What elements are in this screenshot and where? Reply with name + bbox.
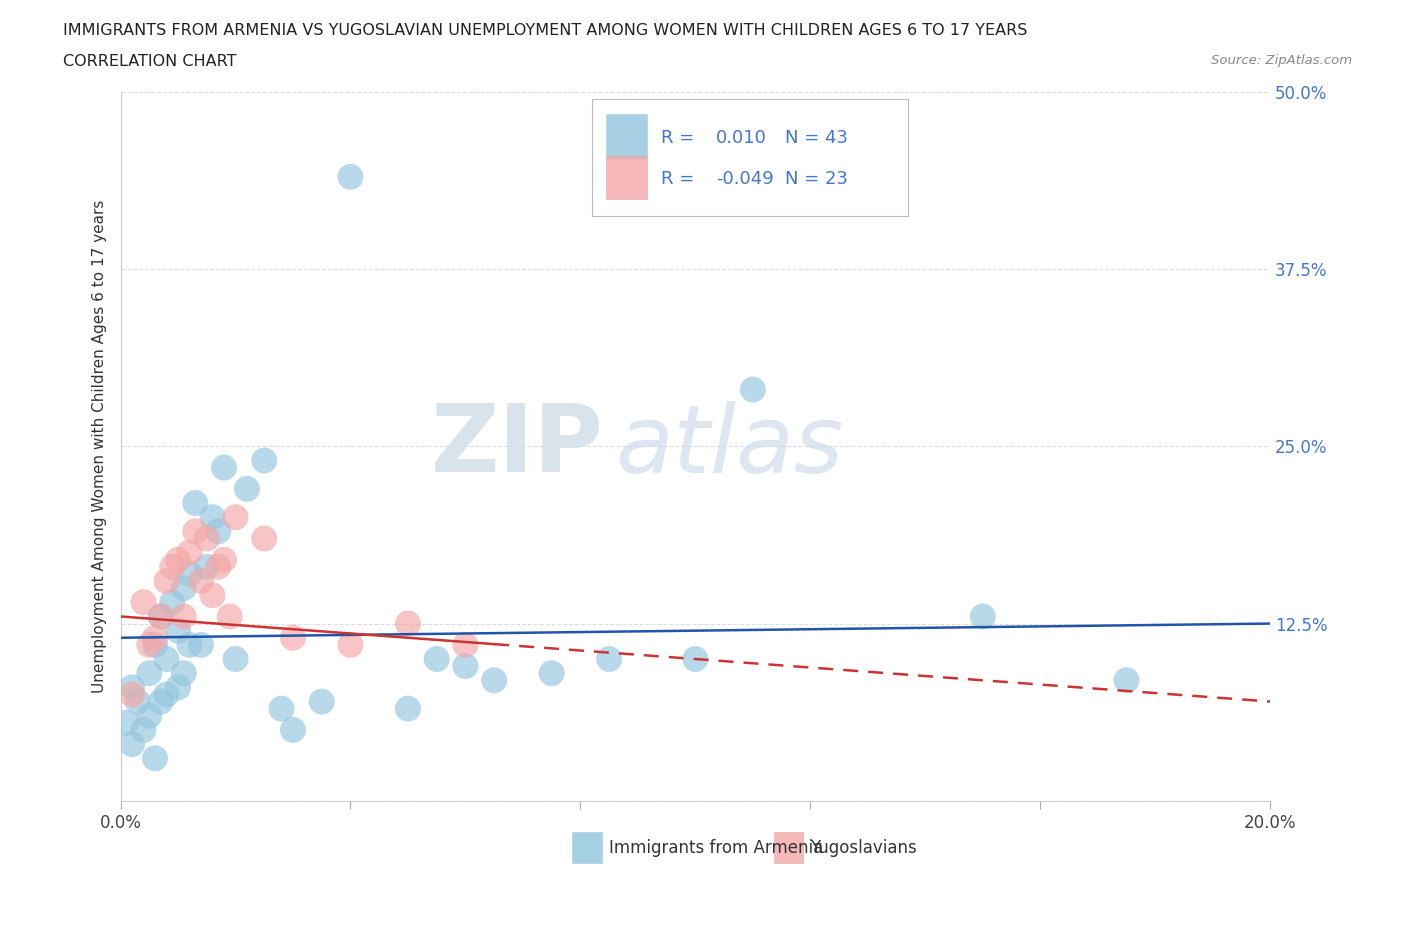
Point xyxy=(162,595,184,610)
Point xyxy=(207,524,229,538)
Text: 0.010: 0.010 xyxy=(716,129,766,147)
Point xyxy=(426,652,449,667)
Point xyxy=(685,652,707,667)
Point xyxy=(207,560,229,575)
Text: ZIP: ZIP xyxy=(430,400,603,492)
Point xyxy=(149,609,172,624)
Point xyxy=(121,687,143,702)
Text: N = 23: N = 23 xyxy=(785,170,848,188)
Point xyxy=(224,652,246,667)
Point xyxy=(155,652,177,667)
Point xyxy=(253,531,276,546)
Point xyxy=(149,694,172,709)
Text: N = 43: N = 43 xyxy=(785,129,848,147)
Text: R =: R = xyxy=(661,170,700,188)
Text: CORRELATION CHART: CORRELATION CHART xyxy=(63,54,236,69)
Text: Source: ZipAtlas.com: Source: ZipAtlas.com xyxy=(1212,54,1353,67)
Text: Yugoslavians: Yugoslavians xyxy=(810,839,917,857)
Point xyxy=(184,524,207,538)
Point xyxy=(311,694,333,709)
FancyBboxPatch shape xyxy=(592,99,908,216)
Point xyxy=(224,510,246,525)
Point xyxy=(132,595,155,610)
Point xyxy=(454,658,477,673)
FancyBboxPatch shape xyxy=(606,114,647,158)
Point xyxy=(184,496,207,511)
Point xyxy=(143,751,166,765)
Point xyxy=(138,709,160,724)
Point xyxy=(396,701,419,716)
Point xyxy=(741,382,763,397)
Point xyxy=(201,588,224,603)
Point xyxy=(179,545,201,560)
Point xyxy=(236,482,259,497)
Point xyxy=(167,552,190,567)
Point xyxy=(270,701,292,716)
Point xyxy=(972,609,994,624)
Point xyxy=(195,560,218,575)
Point xyxy=(339,637,361,652)
Point xyxy=(190,574,212,589)
Point xyxy=(173,609,195,624)
Text: R =: R = xyxy=(661,129,700,147)
Point xyxy=(482,672,505,687)
FancyBboxPatch shape xyxy=(773,832,803,863)
Point xyxy=(212,460,235,475)
Point xyxy=(143,637,166,652)
Text: IMMIGRANTS FROM ARMENIA VS YUGOSLAVIAN UNEMPLOYMENT AMONG WOMEN WITH CHILDREN AG: IMMIGRANTS FROM ARMENIA VS YUGOSLAVIAN U… xyxy=(63,23,1028,38)
Point xyxy=(253,453,276,468)
Point xyxy=(155,574,177,589)
Point xyxy=(218,609,240,624)
Point xyxy=(143,631,166,645)
Point xyxy=(138,666,160,681)
Point xyxy=(167,623,190,638)
Point xyxy=(598,652,620,667)
Point xyxy=(127,694,149,709)
Point xyxy=(201,510,224,525)
Point xyxy=(454,637,477,652)
Point xyxy=(281,631,304,645)
Point xyxy=(115,715,138,730)
Y-axis label: Unemployment Among Women with Children Ages 6 to 17 years: Unemployment Among Women with Children A… xyxy=(93,200,107,693)
Point xyxy=(540,666,562,681)
Point xyxy=(179,637,201,652)
Point xyxy=(190,637,212,652)
Point xyxy=(173,580,195,595)
Point xyxy=(212,552,235,567)
Text: -0.049: -0.049 xyxy=(716,170,773,188)
Point xyxy=(339,169,361,184)
Point xyxy=(155,687,177,702)
Point xyxy=(138,637,160,652)
Point xyxy=(121,737,143,751)
Text: atlas: atlas xyxy=(614,401,844,492)
FancyBboxPatch shape xyxy=(606,155,647,199)
FancyBboxPatch shape xyxy=(572,832,602,863)
Point xyxy=(173,666,195,681)
Point xyxy=(162,560,184,575)
Text: Immigrants from Armenia: Immigrants from Armenia xyxy=(609,839,824,857)
Point xyxy=(167,680,190,695)
Point xyxy=(195,531,218,546)
Point xyxy=(281,723,304,737)
Point xyxy=(179,566,201,581)
Point xyxy=(396,616,419,631)
Point xyxy=(149,609,172,624)
Point xyxy=(1115,672,1137,687)
Point xyxy=(132,723,155,737)
Point xyxy=(121,680,143,695)
